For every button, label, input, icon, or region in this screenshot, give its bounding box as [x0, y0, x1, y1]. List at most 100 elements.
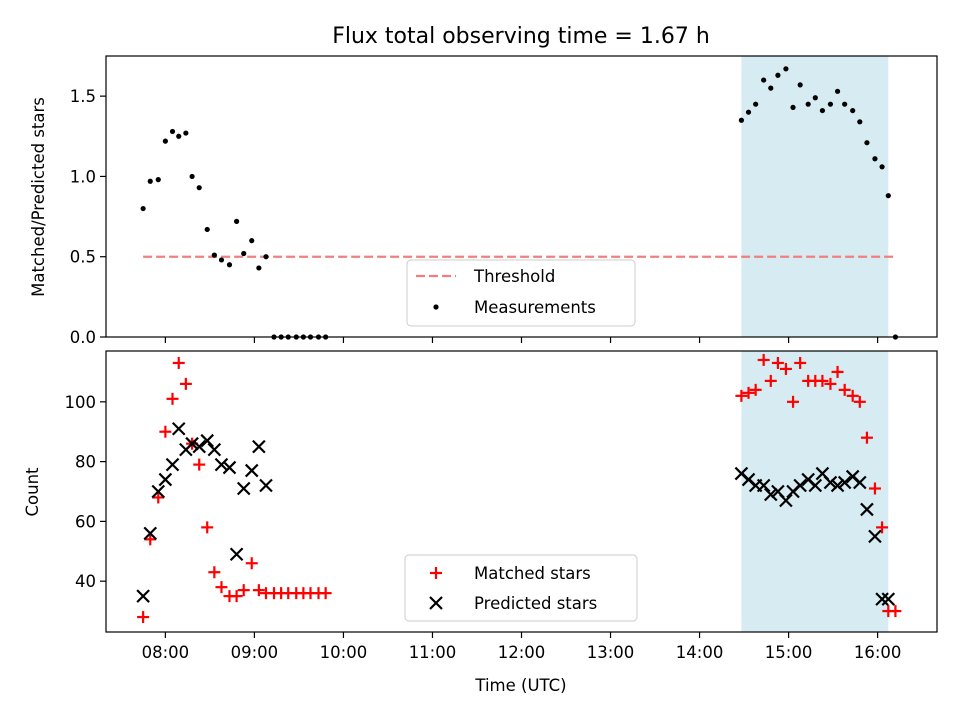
legend-predicted-label: Predicted stars [474, 594, 597, 613]
x-tick-label: 10:00 [320, 643, 368, 662]
legend-measurements-swatch [433, 304, 439, 310]
measurement-point [812, 95, 818, 101]
measurement-point [783, 66, 789, 72]
measurement-point [211, 252, 217, 258]
matched-star-point [846, 389, 859, 402]
matched-star-point [166, 392, 179, 405]
measurement-point [775, 72, 781, 78]
measurement-point [162, 138, 168, 144]
predicted-star-point [222, 460, 237, 475]
bottom-legend: Matched stars Predicted stars [404, 554, 638, 622]
measurement-point [169, 128, 176, 135]
y-tick-label: 40 [75, 572, 96, 591]
top-legend: Threshold Measurements [406, 259, 636, 327]
matched-star-point [319, 587, 332, 600]
legend-predicted-swatch [429, 596, 443, 610]
measurement-point [885, 193, 891, 199]
legend-matched-label: Matched stars [474, 564, 591, 583]
predicted-star-point [756, 478, 771, 493]
legend-threshold-label: Threshold [473, 267, 555, 286]
matched-star-point [742, 386, 755, 399]
y-tick-label: 80 [75, 453, 96, 472]
matched-star-point [144, 533, 157, 546]
matched-star-point [860, 431, 873, 444]
measurement-point [204, 226, 210, 233]
y-tick-label: 100 [65, 393, 97, 412]
x-axis-label: Time (UTC) [474, 676, 566, 695]
predicted-star-point [860, 502, 874, 517]
bottom-panel-counts: 40 60 80 100 08:00 09:00 10:00 11:00 12:00 13:00… [23, 350, 938, 695]
measurement-point [872, 156, 878, 162]
top-measurement-points [140, 66, 899, 340]
measurement-point [147, 178, 153, 184]
predicted-star-point [808, 478, 823, 493]
predicted-star-point [259, 478, 273, 493]
x-tick-label: 15:00 [765, 643, 813, 662]
matched-star-point [237, 584, 250, 597]
legend-matched-swatch [430, 567, 442, 579]
matched-star-point [831, 365, 844, 378]
matched-star-point [749, 383, 762, 396]
measurement-point [196, 185, 202, 191]
predicted-star-point [793, 478, 807, 493]
predicted-star-point [165, 457, 180, 472]
measurement-point [753, 101, 759, 107]
measurement-point [745, 109, 752, 115]
predicted-star-point [207, 442, 222, 457]
measurement-point [226, 262, 233, 268]
bottom-legend-box [404, 554, 638, 622]
x-tick-label: 16:00 [854, 643, 902, 662]
bottom-y-axis-label: Count [23, 467, 42, 517]
measurement-point [805, 101, 811, 107]
predicted-star-point [171, 421, 186, 436]
matched-star-point [201, 521, 214, 534]
predicted-star-point [236, 481, 251, 496]
y-tick-label: 0.0 [70, 328, 96, 347]
predicted-star-point [853, 475, 867, 490]
matched-star-point [787, 395, 800, 408]
measurement-point [842, 101, 848, 107]
legend-measurements-label: Measurements [474, 298, 596, 317]
matched-star-point [159, 425, 172, 438]
predicted-star-point [192, 439, 206, 454]
bottom-y-ticks: 40 60 80 100 [65, 393, 106, 591]
matched-star-point [172, 356, 185, 369]
top-shaded-interval [741, 56, 889, 337]
bottom-axes-frame [105, 350, 938, 633]
predicted-star-point [252, 439, 266, 454]
predicted-star-point [764, 487, 778, 502]
measurement-point [857, 119, 863, 125]
y-tick-label: 0.5 [70, 248, 96, 267]
top-legend-box [406, 259, 636, 327]
matched-star-point [735, 389, 748, 402]
top-x-ticks [164, 337, 879, 343]
matched-star-point [779, 362, 792, 375]
matched-star-point [838, 383, 851, 396]
top-y-axis-label: Matched/Predicted stars [29, 97, 48, 297]
matched-star-point [889, 605, 902, 618]
predicted-star-point [158, 472, 173, 487]
x-tick-label: 08:00 [142, 643, 190, 662]
measurement-point [850, 107, 856, 114]
predicted-star-point [136, 589, 150, 603]
matched-star-point [764, 374, 777, 387]
measurement-point [155, 177, 161, 183]
matched-star-point [252, 584, 265, 597]
matched-star-point [179, 377, 192, 390]
matched-star-point [824, 377, 837, 390]
predicted-star-point [875, 592, 889, 606]
matched-star-point [757, 353, 770, 366]
y-tick-label: 1.0 [70, 167, 96, 186]
predicted-star-point [244, 463, 259, 478]
top-axes-frame [105, 55, 938, 338]
measurement-point [256, 265, 262, 271]
y-tick-label: 1.5 [70, 87, 96, 106]
measurement-point [827, 101, 834, 107]
measurement-point [864, 140, 870, 146]
measurement-point [761, 77, 767, 83]
top-panel-ratio: 0.0 0.5 1.0 1.5 Matched/Predicted stars Thr… [29, 55, 938, 347]
matched-star-point [215, 581, 228, 594]
measurement-point [234, 218, 240, 224]
predicted-stars-points [136, 421, 896, 606]
matched-star-point [794, 356, 807, 369]
